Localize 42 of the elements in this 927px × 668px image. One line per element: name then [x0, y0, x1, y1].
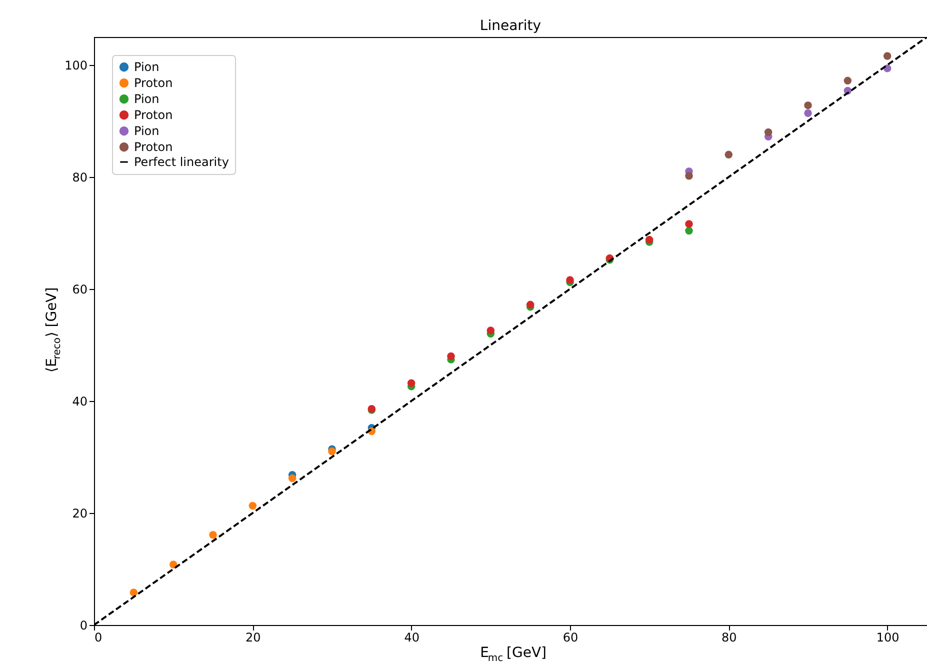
x-tick-label: 100	[876, 630, 900, 644]
x-tick-label: 80	[722, 630, 737, 644]
point	[645, 236, 654, 244]
legend-label: Proton	[134, 140, 173, 154]
point	[724, 150, 733, 158]
point	[526, 300, 534, 309]
y-tick-label: 20	[72, 506, 88, 520]
legend-label: Pion	[134, 92, 160, 106]
point	[804, 109, 812, 118]
point	[328, 448, 336, 456]
y-axis-title: ⟨Ereco⟩ [GeV]	[44, 287, 63, 372]
point	[209, 530, 217, 539]
point	[486, 326, 495, 334]
x-tick-label: 0	[94, 630, 102, 644]
legend-label: Perfect linearity	[134, 155, 229, 169]
legend-label: Pion	[134, 124, 160, 138]
point	[804, 101, 812, 110]
point	[447, 352, 455, 360]
legend-label: Proton	[134, 76, 173, 90]
point	[288, 474, 296, 482]
point	[685, 220, 693, 228]
chart-title: Linearity	[480, 18, 542, 34]
legend-label: Proton	[134, 108, 173, 122]
y-tick-label: 60	[72, 282, 88, 296]
point	[169, 560, 178, 568]
x-tick-label: 20	[246, 630, 261, 644]
x-tick-label: 40	[404, 630, 420, 644]
point	[407, 379, 416, 387]
point	[764, 128, 772, 136]
point	[248, 502, 257, 510]
point	[566, 276, 574, 284]
y-tick-label: 100	[64, 58, 88, 72]
y-tick-label: 40	[72, 394, 88, 408]
point	[685, 226, 693, 235]
legend-label: Pion	[134, 60, 160, 74]
x-tick-label: 60	[562, 630, 578, 644]
point	[685, 172, 693, 180]
point	[130, 588, 138, 596]
y-tick-label: 80	[72, 170, 88, 184]
y-tick-label: 0	[80, 618, 88, 632]
point	[883, 52, 892, 60]
point	[844, 76, 852, 85]
